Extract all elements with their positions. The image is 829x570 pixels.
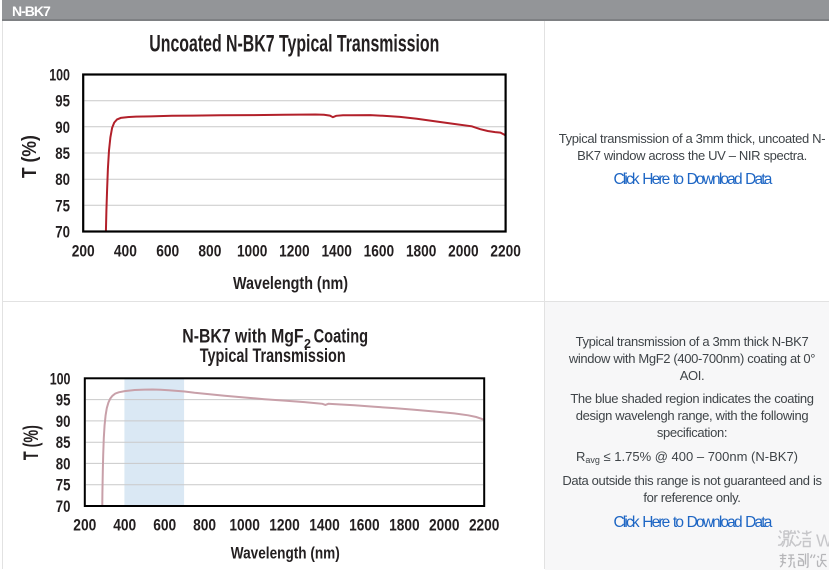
svg-text:2200: 2200 (490, 243, 521, 261)
svg-text:100: 100 (50, 370, 71, 388)
svg-text:1600: 1600 (349, 516, 380, 534)
svg-text:90: 90 (56, 413, 71, 431)
svg-text:70: 70 (55, 224, 70, 242)
svg-text:200: 200 (72, 243, 95, 261)
svg-text:95: 95 (55, 93, 70, 111)
svg-text:2000: 2000 (429, 516, 460, 534)
svg-text:1000: 1000 (237, 243, 268, 261)
svg-text:2200: 2200 (469, 516, 500, 534)
svg-text:Uncoated N-BK7 Typical Transmi: Uncoated N-BK7 Typical Transmission (149, 31, 439, 58)
svg-text:800: 800 (193, 516, 216, 534)
svg-text:80: 80 (56, 455, 71, 473)
svg-text:800: 800 (198, 243, 221, 261)
svg-text:Typical Transmission: Typical Transmission (200, 346, 346, 367)
svg-text:Wavelength (nm): Wavelength (nm) (233, 273, 348, 293)
svg-text:T (%): T (%) (18, 135, 41, 178)
svg-text:90: 90 (55, 119, 70, 137)
svg-text:2000: 2000 (448, 243, 479, 261)
svg-text:1000: 1000 (229, 516, 260, 534)
svg-text:N-BK7 with MgF: N-BK7 with MgF (182, 326, 303, 347)
svg-text:Wavelength (nm): Wavelength (nm) (231, 545, 340, 563)
svg-text:W: W (816, 531, 829, 551)
svg-text:95: 95 (56, 392, 71, 410)
svg-text:1200: 1200 (279, 243, 310, 261)
svg-text:1200: 1200 (269, 516, 300, 534)
svg-text:100: 100 (49, 67, 70, 85)
svg-text:1400: 1400 (309, 516, 340, 534)
svg-text:70: 70 (56, 498, 71, 516)
svg-text:75: 75 (56, 477, 71, 495)
svg-text:1400: 1400 (321, 243, 352, 261)
svg-text:2: 2 (304, 337, 311, 351)
svg-text:400: 400 (113, 516, 136, 534)
svg-text:75: 75 (55, 197, 70, 215)
svg-text:Coating: Coating (314, 326, 369, 347)
svg-text:85: 85 (55, 145, 70, 163)
svg-text:400: 400 (114, 243, 137, 261)
svg-text:1800: 1800 (406, 243, 437, 261)
svg-text:80: 80 (55, 171, 70, 189)
svg-text:600: 600 (156, 243, 179, 261)
svg-text:85: 85 (56, 434, 71, 452)
svg-text:1600: 1600 (364, 243, 395, 261)
svg-text:600: 600 (153, 516, 176, 534)
svg-text:200: 200 (73, 516, 96, 534)
svg-text:T (%): T (%) (20, 425, 43, 460)
svg-text:1800: 1800 (389, 516, 420, 534)
